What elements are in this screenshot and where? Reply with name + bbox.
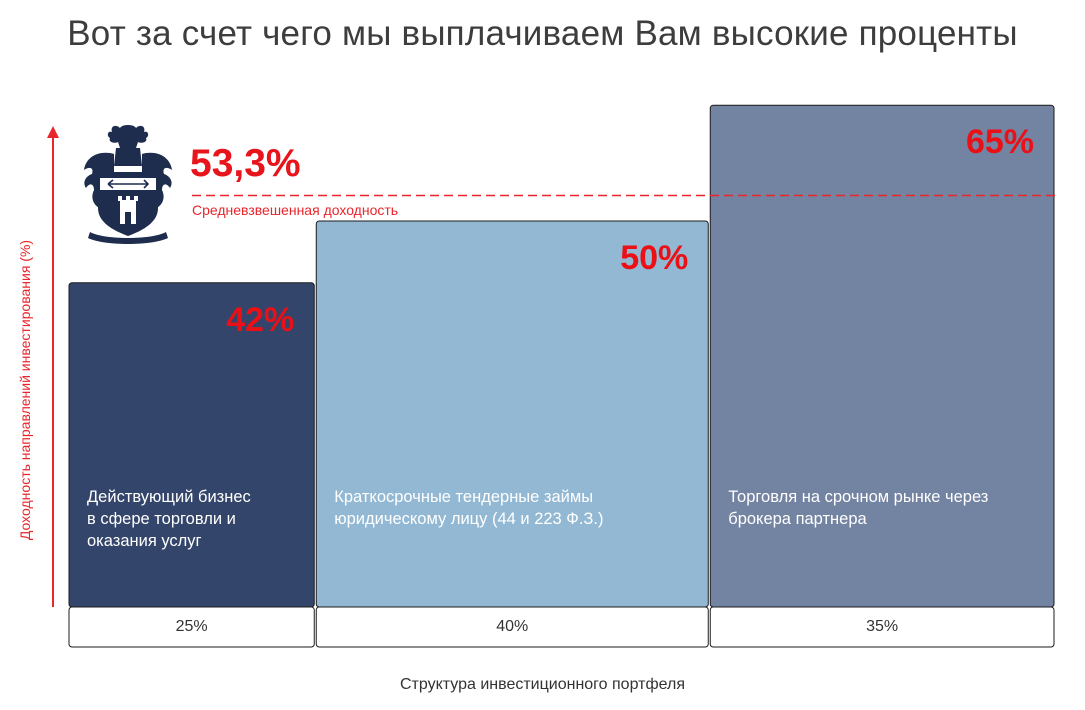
category-label-1: Действующий бизнес в сфере торговли и оказ… [87, 488, 251, 550]
y-axis-arrowhead [47, 126, 59, 138]
weight-cell-2 [315, 606, 709, 648]
x-axis-label: Структура инвестиционного портфеля [400, 676, 685, 693]
average-yield-value: 53,3% [190, 142, 301, 185]
weight-cell-1 [68, 606, 315, 648]
average-yield-label: Средневзвешенная доходность [192, 202, 399, 218]
value-label-2: 50% [620, 239, 689, 277]
weight-label-3: 35% [866, 618, 899, 635]
page-title: Вот за счет чего мы выплачиваем Вам высо… [67, 14, 1018, 53]
weight-cell-3 [709, 606, 1055, 648]
value-label-1: 42% [226, 300, 295, 339]
coat-of-arms-icon [80, 122, 176, 251]
y-axis-label: Доходность направлений инвестирования (%… [17, 239, 33, 541]
weight-label-2: 40% [496, 618, 529, 635]
value-label-3: 65% [965, 123, 1034, 162]
bar-3 [709, 104, 1055, 608]
weight-label-1: 25% [175, 618, 208, 635]
category-label-3: Торговля на срочном рынке через брокера п… [728, 488, 989, 528]
category-label-2: Краткосрочные тендерные займы юридическом… [334, 488, 604, 528]
bar-2 [315, 220, 709, 608]
